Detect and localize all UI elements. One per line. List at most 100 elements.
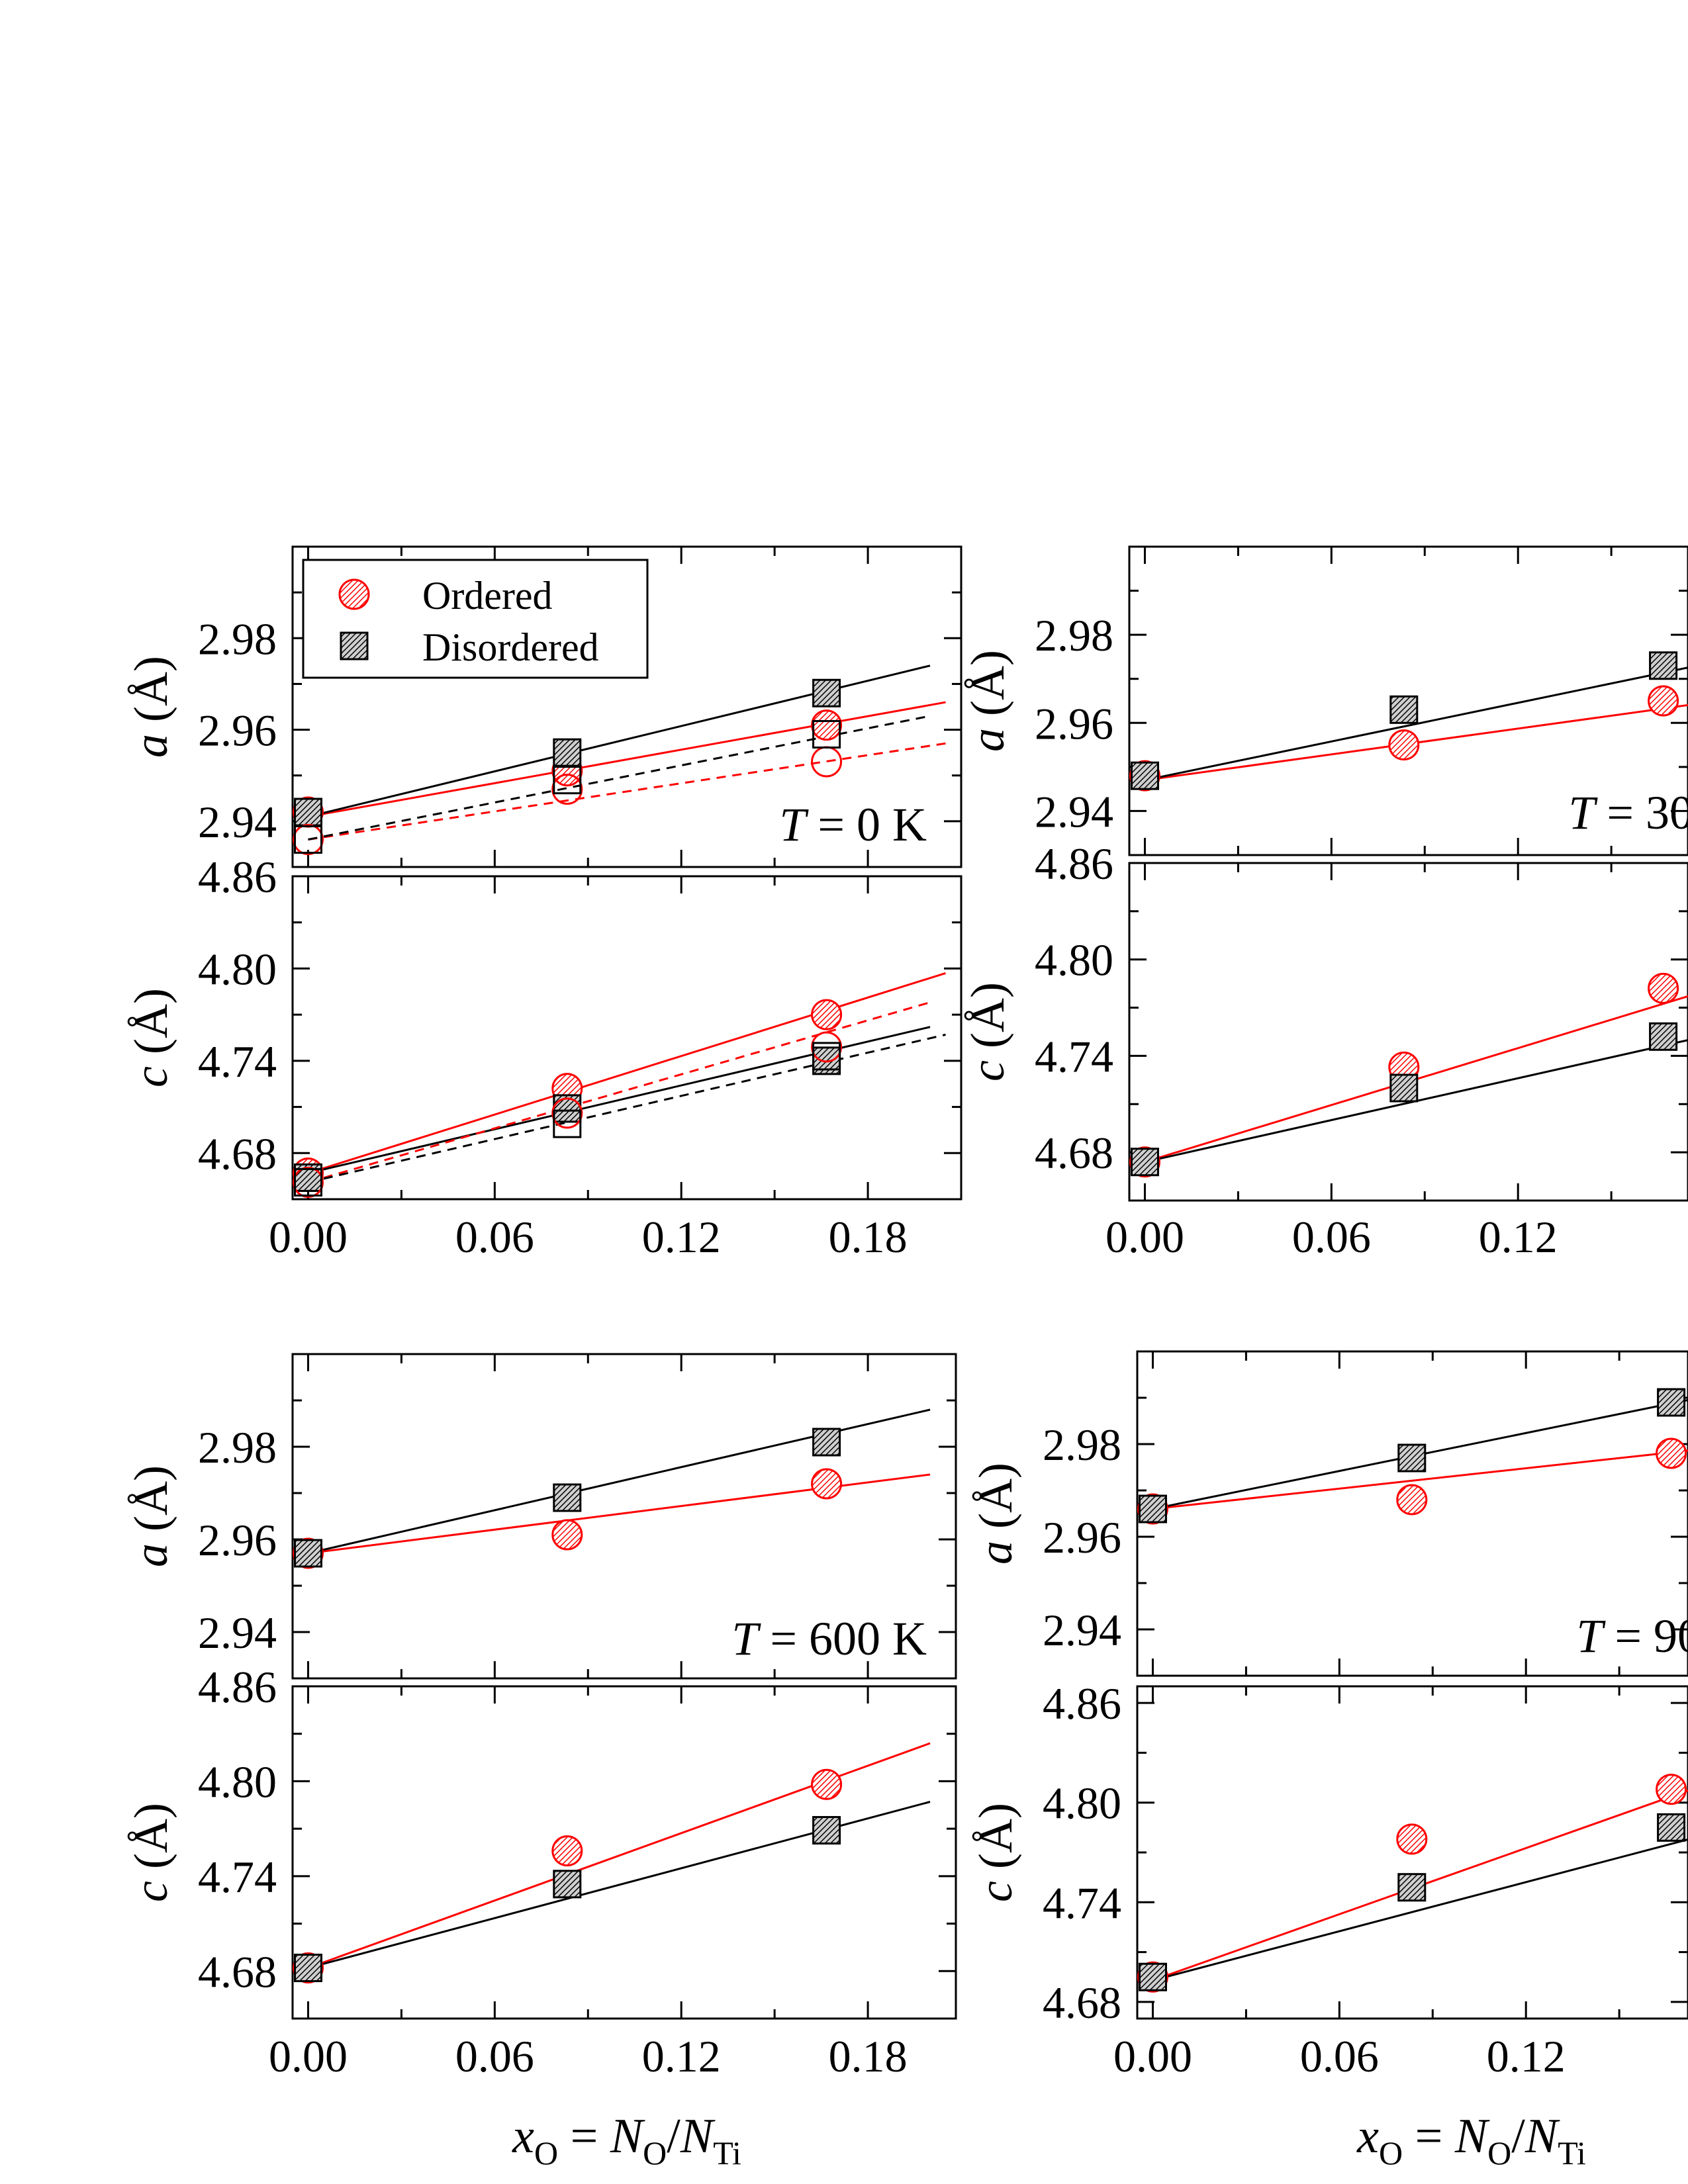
- y-tick-label: 2.94: [198, 1608, 277, 1658]
- ordered-point: [1656, 1774, 1687, 1805]
- y-axis-label: c (Å): [961, 982, 1014, 1081]
- disordered-point: [1389, 695, 1419, 724]
- y-tick-label: 4.86: [198, 852, 277, 902]
- y-axis-label-var: a: [124, 734, 177, 758]
- x-axis-label-eq: =: [558, 2109, 610, 2163]
- plot-frame: [291, 875, 962, 1201]
- fit-line-ordered-dashed: [308, 1001, 931, 1183]
- disordered-point: [1130, 761, 1159, 790]
- disordered-point: [1138, 1494, 1167, 1524]
- disordered-point: [1657, 1813, 1686, 1842]
- panel-2-1: 4.68 4.74 4.80 4.86 c (Å): [124, 1662, 957, 2020]
- plot-frame: [1128, 545, 1688, 856]
- disordered-open-point: [553, 1109, 582, 1138]
- chart-block-0: 2.94 2.96 2.98 a (Å) T = 0 K 4.68 4.74 4.80 4.86…: [124, 545, 962, 1262]
- x-axis-label-n: N: [610, 2109, 645, 2163]
- y-tick-label: 2.96: [198, 705, 277, 756]
- disordered-point: [1397, 1873, 1427, 1902]
- y-axis-label-unit: (Å): [961, 982, 1014, 1060]
- legend-ordered-marker: [338, 578, 370, 610]
- x-tick-label: 0.06: [1300, 2031, 1379, 2081]
- disordered-point: [812, 1428, 841, 1457]
- plot-frame: [291, 545, 962, 868]
- temperature-value: = 600 K: [758, 1612, 927, 1665]
- y-tick-label: 4.80: [1043, 1778, 1121, 1829]
- panel-2-0: 2.94 2.96 2.98 a (Å) T = 600 K: [124, 1353, 957, 1680]
- ordered-open-point: [293, 824, 324, 856]
- y-axis-label-unit: (Å): [961, 650, 1014, 728]
- x-axis-label-slash: /: [667, 2109, 680, 2163]
- ordered-point: [551, 1835, 583, 1867]
- x-tick-label: 0.00: [1113, 2031, 1192, 2081]
- y-tick-label: 2.96: [198, 1515, 277, 1565]
- markers: [293, 999, 843, 1198]
- y-axis-label-var: c: [124, 1881, 177, 1902]
- x-axis-label-sub3: Ti: [1558, 2134, 1586, 2171]
- ordered-open-point: [811, 1031, 843, 1063]
- x-tick-label: 0.00: [269, 2031, 348, 2081]
- panel-0-0: 2.94 2.96 2.98 a (Å) T = 0 K: [124, 545, 962, 868]
- x-axis-label-sub1: O: [534, 2134, 558, 2171]
- x-tick-label: 0.12: [1487, 2031, 1566, 2081]
- y-tick-label: 4.68: [198, 1946, 277, 1997]
- panel-1-1: 4.68 4.74 4.80 4.86 c (Å): [961, 839, 1688, 1202]
- fit-line-ordered: [1145, 995, 1688, 1163]
- markers: [293, 1768, 843, 1983]
- fit-lines: [1152, 1790, 1688, 1981]
- markers: [1137, 1388, 1687, 1525]
- ordered-point: [811, 999, 843, 1030]
- x-tick-label: 0.06: [1292, 1212, 1371, 1262]
- y-axis-label-unit: (Å): [969, 1803, 1022, 1881]
- temperature-var: T: [731, 1612, 761, 1665]
- y-axis-label: a (Å): [124, 656, 177, 758]
- disordered-point: [553, 738, 582, 767]
- disordered-point: [1397, 1443, 1427, 1473]
- y-axis-label: c (Å): [969, 1803, 1022, 1902]
- disordered-point: [1389, 1073, 1419, 1103]
- y-axis-label-unit: (Å): [124, 1803, 177, 1881]
- y-axis-label: a (Å): [124, 1465, 177, 1567]
- ordered-point: [1388, 729, 1420, 761]
- y-tick-label: 4.86: [1043, 1678, 1121, 1729]
- fit-lines: [308, 972, 946, 1183]
- plot-frame: [1136, 1350, 1688, 1677]
- disordered-open-point: [293, 825, 322, 854]
- y-axis-label-var: a: [969, 1541, 1022, 1565]
- y-axis-label-unit: (Å): [124, 1465, 177, 1543]
- y-axis-label-var: a: [124, 1543, 177, 1567]
- x-axis-label-n: N: [1454, 2109, 1490, 2163]
- temperature-var: T: [1576, 1610, 1606, 1662]
- y-tick-label: 4.86: [198, 1662, 277, 1712]
- x-tick-label: 0.12: [1479, 1212, 1558, 1262]
- ordered-point: [811, 1468, 843, 1500]
- ordered-open-point: [551, 773, 583, 805]
- y-tick-label: 2.96: [1043, 1512, 1121, 1563]
- y-tick-label: 4.68: [1035, 1128, 1113, 1178]
- markers: [293, 1428, 843, 1569]
- y-tick-label: 2.94: [1043, 1605, 1121, 1655]
- plot-frame: [291, 1353, 957, 1680]
- x-tick-label: 0.12: [642, 2031, 721, 2081]
- x-tick-label: 0.06: [455, 2031, 534, 2081]
- y-tick-label: 4.74: [198, 1852, 277, 1902]
- markers: [1129, 651, 1679, 792]
- y-axis-label-unit: (Å): [124, 656, 177, 734]
- x-axis-label-sub3: Ti: [713, 2134, 741, 2171]
- y-tick-label: 2.98: [198, 1422, 277, 1473]
- y-tick-label: 4.80: [198, 1756, 277, 1807]
- disordered-point: [293, 1954, 322, 1983]
- y-tick-label: 2.98: [198, 614, 277, 664]
- y-axis-label-unit: (Å): [969, 1463, 1022, 1541]
- panel-3-1: 4.68 4.74 4.80 4.86 c (Å): [969, 1678, 1688, 2028]
- temperature-label: T = 600 K: [731, 1612, 927, 1665]
- temperature-label: T = 300 K: [1568, 786, 1688, 839]
- x-tick-label: 0.12: [642, 1212, 721, 1262]
- y-axis-label: c (Å): [124, 1803, 177, 1902]
- disordered-point: [1657, 1388, 1686, 1417]
- x-tick-label: 0.00: [269, 1212, 348, 1262]
- disordered-point: [553, 1870, 582, 1899]
- y-tick-label: 2.98: [1035, 610, 1113, 660]
- ordered-point: [551, 1519, 583, 1551]
- y-axis-label-var: a: [961, 728, 1014, 752]
